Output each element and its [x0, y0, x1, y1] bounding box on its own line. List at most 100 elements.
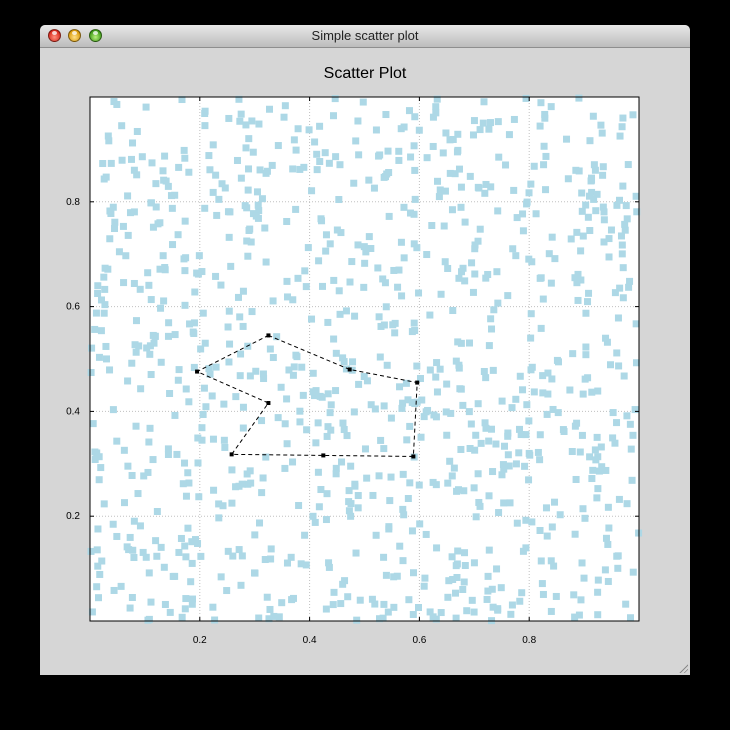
scatter-point: [620, 372, 628, 380]
scatter-point: [399, 557, 407, 565]
scatter-point: [525, 189, 533, 197]
polygon-vertex-handle[interactable]: [266, 401, 271, 406]
scatter-point: [451, 170, 459, 178]
scatter-point: [164, 445, 172, 453]
scatter-point: [351, 480, 359, 488]
resize-grip[interactable]: [678, 663, 688, 673]
scatter-point: [409, 569, 417, 577]
scatter-point: [336, 310, 344, 318]
polygon-vertex-handle[interactable]: [347, 367, 352, 372]
scatter-point: [490, 306, 498, 314]
scatter-point: [382, 571, 390, 579]
selection-polygon-path[interactable]: [195, 334, 418, 457]
scatter-point: [288, 596, 296, 604]
scatter-point: [469, 131, 477, 139]
scatter-point: [545, 250, 553, 258]
scatter-point: [556, 511, 564, 519]
scatter-point: [618, 123, 626, 131]
scatter-point: [386, 497, 394, 505]
scatter-point: [442, 129, 450, 137]
scatter-point: [415, 126, 423, 134]
scatter-point: [576, 448, 584, 456]
scatter-point: [452, 614, 460, 622]
scatter-point: [455, 165, 463, 173]
scatter-point: [515, 425, 523, 433]
scatter-point: [482, 180, 490, 188]
scatter-point: [101, 301, 109, 309]
scatter-point: [252, 212, 260, 220]
scatter-point: [611, 289, 619, 297]
minimize-button[interactable]: [68, 29, 81, 42]
scatter-point: [628, 476, 636, 484]
scatter-point: [137, 385, 145, 393]
scatter-point: [239, 424, 247, 432]
zoom-button[interactable]: [89, 29, 102, 42]
scatter-point: [383, 170, 391, 178]
y-tick-label: 0.4: [66, 406, 80, 417]
scatter-point: [187, 578, 195, 586]
scatter-point: [623, 215, 631, 223]
scatter-point: [261, 224, 269, 232]
polygon-vertex-handle[interactable]: [321, 453, 326, 458]
close-button[interactable]: [48, 29, 61, 42]
scatter-point: [354, 241, 362, 249]
scatter-point: [543, 410, 551, 418]
scatter-point: [124, 462, 132, 470]
scatter-chart[interactable]: Scatter Plot 0.2 0.4 0.6 0.8 0.2 0.4 0.6 0.8: [40, 25, 690, 675]
scatter-point: [144, 269, 152, 277]
scatter-point: [530, 162, 538, 170]
scatter-point: [333, 226, 341, 234]
scatter-point: [488, 585, 496, 593]
scatter-point: [621, 226, 629, 234]
scatter-point: [613, 349, 621, 357]
scatter-point: [573, 228, 581, 236]
scatter-point: [210, 486, 218, 494]
scatter-point: [318, 393, 326, 401]
scatter-point: [126, 533, 134, 541]
polygon-vertex-handle[interactable]: [415, 380, 420, 385]
selection-polygon[interactable]: [195, 333, 420, 459]
scatter-point: [534, 448, 542, 456]
scatter-point: [454, 130, 462, 138]
scatter-point: [485, 492, 493, 500]
scatter-point: [548, 523, 556, 531]
scatter-point: [485, 125, 493, 133]
scatter-point: [609, 409, 617, 417]
title-bar[interactable]: Simple scatter plot: [40, 25, 690, 48]
scatter-point: [542, 152, 550, 160]
scatter-point: [487, 315, 495, 323]
x-tick-label: 0.2: [193, 635, 207, 646]
polygon-vertex-handle[interactable]: [229, 452, 234, 457]
scatter-point: [376, 615, 384, 623]
scatter-point: [92, 309, 100, 317]
scatter-point: [443, 431, 451, 439]
scatter-point: [631, 406, 639, 414]
polygon-vertex-handle[interactable]: [266, 333, 271, 338]
scatter-point: [472, 513, 480, 521]
polygon-vertex-handle[interactable]: [411, 454, 416, 459]
scatter-point: [470, 117, 478, 125]
scatter-point: [411, 166, 419, 174]
scatter-point: [208, 392, 216, 400]
scatter-point: [619, 114, 627, 122]
scatter-point: [280, 113, 288, 121]
scatter-point: [463, 607, 471, 615]
scatter-point: [242, 144, 250, 152]
scatter-point: [140, 472, 148, 480]
scatter-point: [236, 372, 244, 380]
scatter-point: [441, 258, 449, 266]
scatter-point: [429, 113, 437, 121]
scatter-point: [142, 553, 150, 561]
scatter-point: [359, 98, 367, 106]
scatter-point: [360, 243, 368, 251]
scatter-point: [385, 212, 393, 220]
scatter-point: [266, 345, 274, 353]
scatter-point: [182, 492, 190, 500]
scatter-point: [316, 157, 324, 165]
scatter-point: [376, 353, 384, 361]
scatter-point: [102, 173, 110, 181]
scatter-point: [384, 608, 392, 616]
scatter-point: [157, 543, 165, 551]
polygon-vertex-handle[interactable]: [195, 369, 200, 374]
scatter-point: [164, 450, 172, 458]
